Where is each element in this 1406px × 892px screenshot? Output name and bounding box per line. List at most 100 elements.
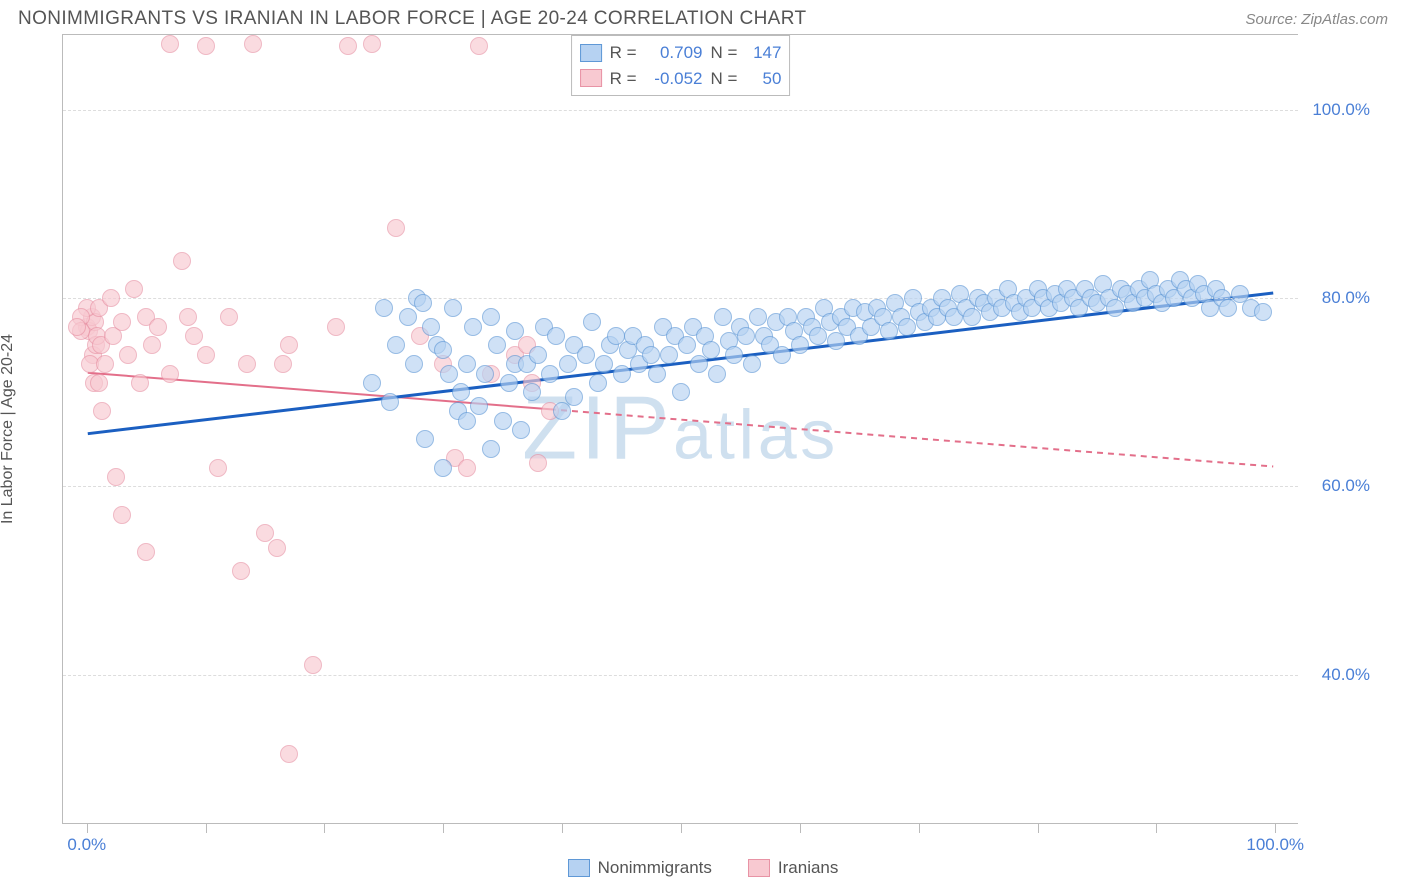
scatter-point-nonimmigrants: [458, 412, 476, 430]
scatter-point-nonimmigrants: [482, 308, 500, 326]
scatter-point-iranians: [470, 37, 488, 55]
scatter-point-nonimmigrants: [583, 313, 601, 331]
y-axis-label: In Labor Force | Age 20-24: [0, 334, 17, 524]
legend-item: Nonimmigrants: [568, 858, 712, 878]
y-tick-label: 100.0%: [1312, 100, 1370, 120]
scatter-point-nonimmigrants: [523, 383, 541, 401]
scatter-point-iranians: [125, 280, 143, 298]
scatter-point-iranians: [185, 327, 203, 345]
x-tick: [562, 823, 563, 833]
chart-title: NONIMMIGRANTS VS IRANIAN IN LABOR FORCE …: [18, 8, 806, 30]
x-tick: [800, 823, 801, 833]
scatter-point-iranians: [304, 656, 322, 674]
x-tick: [1275, 823, 1276, 833]
legend-swatch: [748, 859, 770, 877]
scatter-point-nonimmigrants: [434, 341, 452, 359]
watermark-atlas: atlas: [673, 396, 839, 474]
scatter-point-nonimmigrants: [559, 355, 577, 373]
scatter-point-nonimmigrants: [737, 327, 755, 345]
scatter-point-iranians: [173, 252, 191, 270]
scatter-point-nonimmigrants: [422, 318, 440, 336]
scatter-point-iranians: [161, 35, 179, 53]
scatter-point-nonimmigrants: [773, 346, 791, 364]
stat-r-value: 0.709: [645, 40, 703, 66]
scatter-point-iranians: [387, 219, 405, 237]
scatter-point-nonimmigrants: [434, 459, 452, 477]
scatter-point-iranians: [90, 374, 108, 392]
x-tick: [443, 823, 444, 833]
scatter-point-nonimmigrants: [375, 299, 393, 317]
legend-label: Nonimmigrants: [598, 858, 712, 878]
scatter-point-nonimmigrants: [690, 355, 708, 373]
scatter-point-iranians: [113, 506, 131, 524]
scatter-point-iranians: [327, 318, 345, 336]
scatter-point-nonimmigrants: [458, 355, 476, 373]
stat-r-label: R =: [610, 40, 637, 66]
scatter-point-nonimmigrants: [725, 346, 743, 364]
scatter-point-nonimmigrants: [577, 346, 595, 364]
stat-r-label: R =: [610, 66, 637, 92]
gridline: [63, 110, 1298, 111]
scatter-point-nonimmigrants: [414, 294, 432, 312]
scatter-point-iranians: [93, 402, 111, 420]
scatter-point-iranians: [232, 562, 250, 580]
legend-swatch: [580, 69, 602, 87]
bottom-legend: Nonimmigrants Iranians: [0, 858, 1406, 878]
scatter-point-nonimmigrants: [470, 397, 488, 415]
scatter-point-nonimmigrants: [809, 327, 827, 345]
scatter-point-nonimmigrants: [898, 318, 916, 336]
trend-line: [88, 293, 1273, 434]
scatter-point-nonimmigrants: [506, 322, 524, 340]
scatter-point-iranians: [107, 468, 125, 486]
scatter-point-nonimmigrants: [827, 332, 845, 350]
x-tick: [324, 823, 325, 833]
scatter-point-nonimmigrants: [529, 346, 547, 364]
scatter-point-nonimmigrants: [589, 374, 607, 392]
scatter-point-iranians: [363, 35, 381, 53]
scatter-point-nonimmigrants: [749, 308, 767, 326]
scatter-point-nonimmigrants: [494, 412, 512, 430]
scatter-point-nonimmigrants: [743, 355, 761, 373]
scatter-point-iranians: [102, 289, 120, 307]
scatter-point-iranians: [244, 35, 262, 53]
scatter-point-nonimmigrants: [613, 365, 631, 383]
plot-area: ZIPatlas R =0.709N =147R =-0.052N =50 40…: [62, 34, 1298, 824]
scatter-point-iranians: [143, 336, 161, 354]
legend-item: Iranians: [748, 858, 838, 878]
scatter-point-nonimmigrants: [1254, 303, 1272, 321]
scatter-point-nonimmigrants: [714, 308, 732, 326]
y-tick-label: 60.0%: [1322, 476, 1370, 496]
source-label: Source: ZipAtlas.com: [1245, 11, 1388, 28]
gridline: [63, 675, 1298, 676]
scatter-point-nonimmigrants: [488, 336, 506, 354]
legend-swatch: [580, 44, 602, 62]
scatter-point-iranians: [161, 365, 179, 383]
scatter-point-nonimmigrants: [678, 336, 696, 354]
scatter-point-iranians: [96, 355, 114, 373]
x-tick-label: 0.0%: [67, 835, 106, 855]
scatter-point-nonimmigrants: [880, 322, 898, 340]
chart-container: In Labor Force | Age 20-24 ZIPatlas R =0…: [18, 34, 1388, 824]
scatter-point-nonimmigrants: [1219, 299, 1237, 317]
scatter-point-iranians: [238, 355, 256, 373]
scatter-point-iranians: [458, 459, 476, 477]
y-tick-label: 80.0%: [1322, 288, 1370, 308]
scatter-point-nonimmigrants: [547, 327, 565, 345]
scatter-point-iranians: [131, 374, 149, 392]
x-tick: [681, 823, 682, 833]
trend-line: [550, 409, 1273, 466]
scatter-point-nonimmigrants: [512, 421, 530, 439]
stat-n-label: N =: [711, 40, 738, 66]
scatter-point-nonimmigrants: [399, 308, 417, 326]
scatter-point-iranians: [137, 543, 155, 561]
stats-legend-box: R =0.709N =147R =-0.052N =50: [571, 35, 791, 96]
x-tick: [87, 823, 88, 833]
scatter-point-iranians: [209, 459, 227, 477]
scatter-point-nonimmigrants: [452, 383, 470, 401]
scatter-point-iranians: [339, 37, 357, 55]
scatter-point-iranians: [220, 308, 238, 326]
scatter-point-iranians: [280, 336, 298, 354]
scatter-point-nonimmigrants: [363, 374, 381, 392]
scatter-point-nonimmigrants: [565, 388, 583, 406]
scatter-point-iranians: [274, 355, 292, 373]
